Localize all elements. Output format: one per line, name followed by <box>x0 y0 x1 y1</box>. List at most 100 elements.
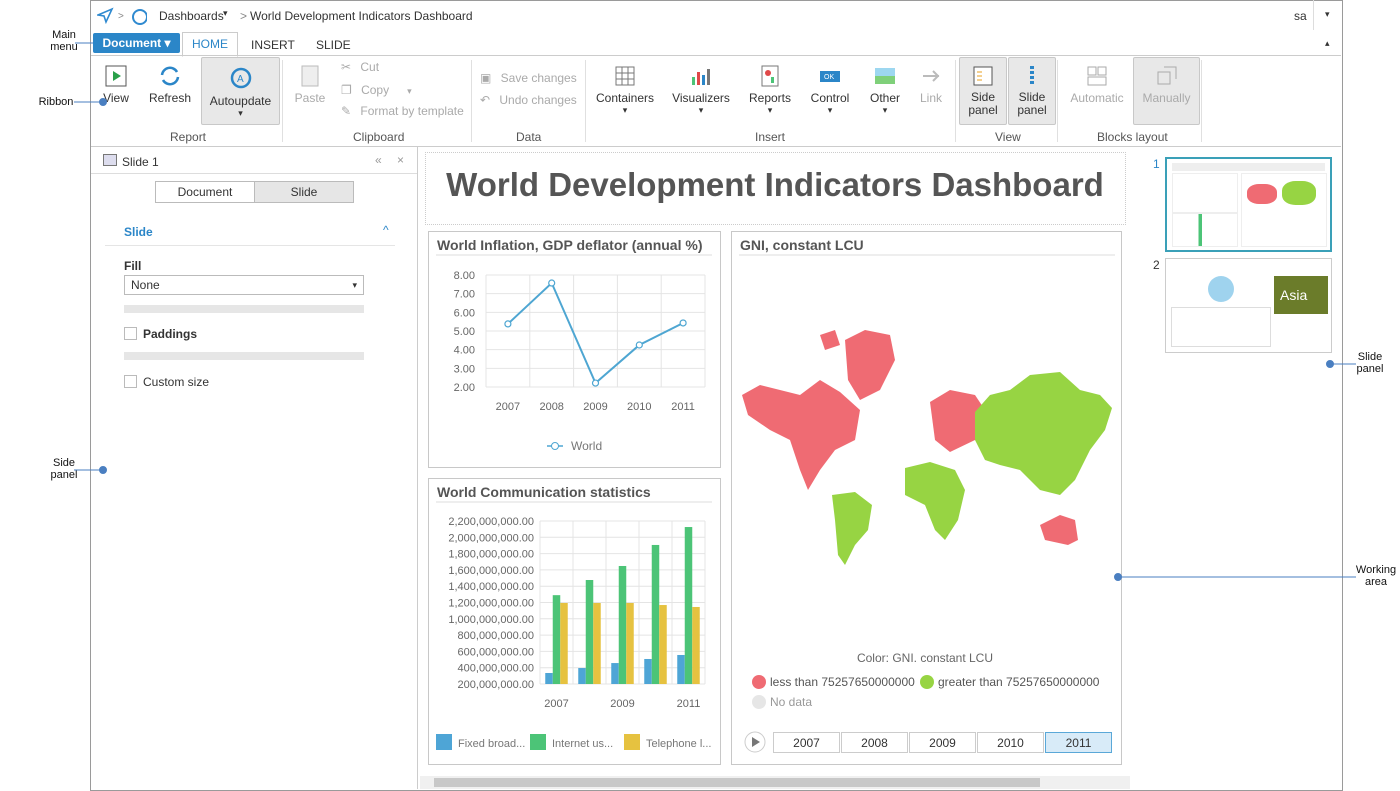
tab[interactable]: INSERT <box>251 38 295 52</box>
bar <box>578 668 586 684</box>
legend-label: World <box>571 439 602 453</box>
panel-tab[interactable]: Document <box>155 181 255 203</box>
legend-marker <box>436 734 452 750</box>
ribbon-button[interactable]: Refresh <box>148 64 192 105</box>
dropdown-arrow[interactable]: ▾ <box>223 8 228 18</box>
ribbon-button[interactable]: Containers ▾ <box>595 64 655 116</box>
ribbon-button[interactable]: A Autoupdate ▾ <box>201 57 280 125</box>
map-region[interactable] <box>820 330 840 350</box>
y-tick-label: 1,800,000,000.00 <box>448 549 534 561</box>
collapse-ribbon[interactable]: ▴ <box>1325 38 1330 48</box>
map-region[interactable] <box>975 372 1112 495</box>
main-menu-button[interactable]: Document ▾ <box>93 33 180 53</box>
section-toggle[interactable]: ^ <box>383 223 389 237</box>
divider <box>91 173 417 174</box>
tab[interactable]: HOME <box>182 32 238 57</box>
point <box>591 379 600 387</box>
y-tick-label: 1,000,000,000.00 <box>448 614 534 626</box>
divider <box>1313 0 1314 30</box>
map-region[interactable] <box>742 380 860 490</box>
x-tick-label: 2007 <box>544 698 568 710</box>
svg-text:>: > <box>118 11 124 22</box>
bar <box>626 602 634 684</box>
legend-marker <box>752 695 766 709</box>
legend-marker <box>920 675 934 689</box>
divider <box>585 60 586 142</box>
timeline-year[interactable]: 2008 <box>841 732 908 753</box>
chart-title: GNI, constant LCU <box>740 237 864 253</box>
divider <box>105 245 395 246</box>
ribbon-button[interactable]: Side panel <box>959 57 1007 125</box>
ribbon-button[interactable]: Visualizers ▾ <box>670 64 732 116</box>
callout: Main menu <box>50 29 78 53</box>
group-label: Insert <box>755 130 786 144</box>
dashboard-title: World Development Indicators Dashboard <box>446 166 1104 203</box>
legend-label: Fixed broad... <box>458 738 525 750</box>
slide-number: 2 <box>1153 258 1160 272</box>
timeline-year[interactable]: 2007 <box>773 732 840 753</box>
legend-label: Internet us... <box>552 738 613 750</box>
ribbon-button: ✎ Format by template <box>341 104 464 118</box>
placeholder-bar <box>124 305 364 313</box>
point <box>548 279 556 287</box>
legend-marker <box>551 442 559 450</box>
timeline-year[interactable]: 2010 <box>977 732 1044 753</box>
y-tick-label: 5.00 <box>454 326 475 338</box>
y-tick-label: 1,400,000,000.00 <box>448 581 534 593</box>
map-region[interactable] <box>1040 515 1078 545</box>
y-tick-label: 1,200,000,000.00 <box>448 598 534 610</box>
divider <box>91 146 1341 147</box>
title-block <box>425 152 1126 225</box>
bar <box>585 580 594 684</box>
checkbox[interactable] <box>124 327 137 340</box>
slide-thumbnail[interactable]: Asia <box>1165 258 1332 353</box>
y-tick-label: 600,000,000.00 <box>458 646 534 658</box>
divider <box>955 60 956 142</box>
panel-tab[interactable]: Slide <box>254 181 354 203</box>
bar <box>677 654 685 684</box>
bar <box>552 595 561 684</box>
callout: Working area <box>1355 564 1397 588</box>
slide-thumbnail[interactable] <box>1165 157 1332 252</box>
group-label: Report <box>170 130 207 144</box>
bar <box>593 602 601 684</box>
point <box>504 320 512 328</box>
ribbon-button[interactable]: Slide panel <box>1008 57 1056 125</box>
x-tick-label: 2011 <box>677 698 701 710</box>
map-region[interactable] <box>845 330 895 400</box>
ribbon-button: Manually <box>1133 57 1200 125</box>
callout: Slide panel <box>1356 351 1384 375</box>
divider <box>471 60 472 142</box>
ribbon-button: ✂ Cut <box>341 60 380 74</box>
user-menu[interactable]: ▾ <box>1325 9 1330 19</box>
ribbon-button[interactable]: View <box>96 64 136 105</box>
legend-title: Color: GNI. constant LCU <box>857 651 993 665</box>
timeline-year[interactable]: 2009 <box>909 732 976 753</box>
scrollbar[interactable] <box>420 776 1130 789</box>
ribbon-button[interactable]: Other ▾ <box>866 64 904 116</box>
bar <box>644 658 652 684</box>
checkbox[interactable] <box>124 375 137 388</box>
breadcrumb[interactable]: Dashboards <box>159 9 224 23</box>
user[interactable]: sa <box>1294 9 1307 23</box>
section-header[interactable]: Slide <box>124 225 153 239</box>
ribbon-button: Automatic <box>1067 64 1127 105</box>
ribbon-button: Paste <box>291 64 329 105</box>
divider <box>1201 60 1202 142</box>
collapse-button[interactable]: « <box>375 153 382 167</box>
nav-icons: > <box>97 7 147 25</box>
ribbon-button: ↶ Undo changes <box>480 93 577 107</box>
map-region[interactable] <box>905 462 965 540</box>
bar <box>651 544 660 684</box>
tab[interactable]: SLIDE <box>316 38 351 52</box>
map-region[interactable] <box>930 390 985 452</box>
ribbon-button[interactable]: Reports ▾ <box>745 64 795 116</box>
ribbon-button[interactable]: OK Control ▾ <box>808 64 852 116</box>
timeline-year[interactable]: 2011 <box>1045 732 1112 753</box>
close-button[interactable]: × <box>397 153 405 167</box>
map-region[interactable] <box>832 492 872 565</box>
select[interactable]: None ▾ <box>124 275 364 295</box>
group-label: Blocks layout <box>1097 130 1168 144</box>
